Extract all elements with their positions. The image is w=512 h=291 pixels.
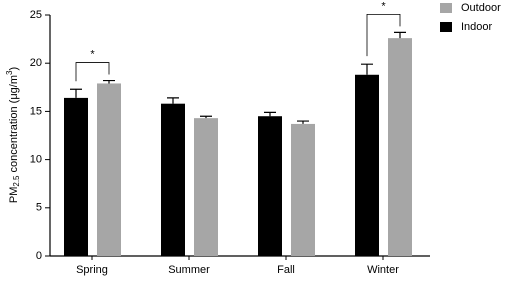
bar <box>194 118 218 256</box>
x-tick-label: Winter <box>367 264 399 276</box>
y-label-sup: 3 <box>5 70 14 75</box>
error-bar <box>264 111 276 117</box>
significance-bracket <box>366 13 401 57</box>
bar <box>64 97 88 257</box>
y-tick-label: 10 <box>30 154 42 166</box>
y-axis-label: PM2.5 concentration (μg/m3) <box>5 67 21 203</box>
y-tick-label: 25 <box>30 9 42 21</box>
error-bar <box>70 88 82 98</box>
bar <box>291 123 315 256</box>
legend-swatch <box>440 22 452 32</box>
x-tick-label: Summer <box>168 264 210 276</box>
legend-label: Indoor <box>461 21 493 33</box>
y-label-end: ) <box>8 67 20 71</box>
error-bar <box>167 97 179 104</box>
x-tick-label: Fall <box>277 264 295 276</box>
bar <box>258 116 282 256</box>
significance-label: * <box>381 0 386 12</box>
y-label-mid: concentration (μg/m <box>8 75 20 176</box>
legend-swatch <box>440 3 452 13</box>
significance-bracket <box>75 62 110 82</box>
error-bar <box>361 63 373 75</box>
bar <box>355 74 379 256</box>
bar <box>388 38 412 256</box>
legend-label: Outdoor <box>461 2 501 14</box>
error-bar <box>297 120 309 124</box>
bar <box>161 103 185 256</box>
y-label-base: PM <box>8 187 20 204</box>
x-tick-label: Spring <box>76 264 108 276</box>
y-tick-label: 20 <box>30 57 42 69</box>
y-label-sub: 2.5 <box>12 175 21 187</box>
significance-label: * <box>90 48 95 60</box>
bar <box>97 83 121 256</box>
error-bar <box>394 31 406 39</box>
error-bar <box>103 79 115 84</box>
y-tick-label: 15 <box>30 105 42 117</box>
y-tick-label: 5 <box>36 202 42 214</box>
error-bar <box>200 115 212 119</box>
y-tick-label: 0 <box>36 250 42 262</box>
